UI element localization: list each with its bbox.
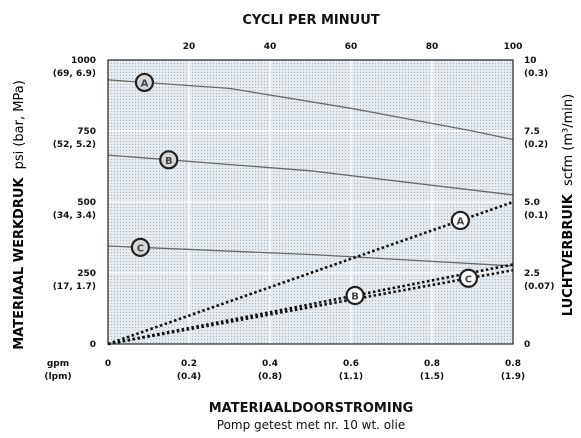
- y2-tick-label-3: 7.5: [524, 127, 540, 137]
- top-tick-label-4: 100: [504, 42, 523, 52]
- y2-tick-sublabel-3: (0.2): [524, 140, 548, 150]
- chart-subtitle: Pomp getest met nr. 10 wt. olie: [217, 418, 405, 432]
- y2-tick-sublabel-2: (0.1): [524, 211, 548, 221]
- x-tick-sublabel-4: (1.5): [420, 372, 444, 382]
- y-tick-sublabel-2: (34, 3.4): [53, 211, 96, 221]
- x-tick-label-0: 0: [105, 359, 111, 369]
- air-curve-A: [107, 200, 514, 346]
- pressure-curve-A: [107, 79, 514, 141]
- y2-axis-title-unit: scfm (m³/min): [561, 94, 576, 186]
- y-axis-title-bold: MATERIAAL WERKDRUK: [12, 177, 27, 350]
- y2-tick-label-4: 10: [524, 56, 537, 66]
- air-marker-B-letter: B: [351, 291, 359, 302]
- y-tick-label-1: 250: [77, 269, 96, 279]
- y-tick-sublabel-3: (52, 5.2): [53, 140, 96, 150]
- tick-labels: 0 0.2 (0.4) 0.4 (0.8) 0.6 (1.1) 0.8 (1.5) 0.8 (1.9…: [53, 42, 555, 382]
- x-unit-label-metric: (lpm): [44, 372, 71, 382]
- y2-tick-label-2: 5.0: [524, 198, 540, 208]
- y-tick-label-0: 0: [90, 340, 96, 350]
- x-tick-sublabel-1: (0.4): [177, 372, 201, 382]
- air-marker-A-circle: [450, 210, 470, 231]
- pressure-marker-B-letter: B: [165, 156, 173, 167]
- y-axis-title-unit: psi (bar, MPa): [12, 80, 27, 169]
- top-tick-label-3: 80: [426, 42, 439, 52]
- x-axis-title: MATERIAALDOORSTROMING: [209, 401, 414, 416]
- x-tick-label-2: 0.4: [262, 359, 278, 369]
- pressure-marker-C-letter: C: [137, 243, 144, 254]
- x-tick-label-4: 0.8: [424, 359, 440, 369]
- air-curve-C: [107, 268, 514, 346]
- y2-tick-label-1: 2.5: [524, 269, 540, 279]
- air-marker-B-circle: [345, 285, 365, 306]
- x-unit-label: gpm: [47, 359, 69, 369]
- plot-frame: [107, 59, 514, 345]
- pressure-marker-B-circle: [159, 150, 179, 170]
- pressure-curve-C: [107, 245, 514, 267]
- pressure-marker-A-letter: A: [141, 78, 149, 89]
- air-marker-C-letter: C: [465, 274, 472, 285]
- pressure-marker-C-circle: [130, 237, 150, 257]
- top-tick-label-2: 60: [345, 42, 358, 52]
- y-tick-label-3: 750: [77, 127, 96, 137]
- top-tick-label-0: 20: [183, 42, 196, 52]
- top-axis-title: CYCLI PER MINUUT: [242, 13, 379, 28]
- y-tick-sublabel-1: (17, 1.7): [53, 282, 96, 292]
- y2-tick-sublabel-1: (0.07): [524, 282, 554, 292]
- x-tick-sublabel-3: (1.1): [339, 372, 363, 382]
- y-axis-title: MATERIAAL WERKDRUK psi (bar, MPa): [12, 80, 27, 350]
- air-marker-C-circle: [458, 268, 479, 288]
- grid: [108, 60, 513, 344]
- x-tick-label-5: 0.8: [505, 359, 521, 369]
- y2-axis-title-bold: LUCHTVERBRUIK: [561, 193, 576, 316]
- y-tick-label-2: 500: [77, 198, 96, 208]
- x-tick-label-3: 0.6: [343, 359, 359, 369]
- y2-tick-label-0: 0: [524, 340, 530, 350]
- y2-tick-sublabel-4: (0.3): [524, 69, 548, 79]
- top-tick-label-1: 40: [264, 42, 277, 52]
- x-tick-label-1: 0.2: [181, 359, 197, 369]
- y2-axis-title: LUCHTVERBRUIK scfm (m³/min): [561, 94, 576, 316]
- x-tick-sublabel-2: (0.8): [258, 372, 282, 382]
- y-tick-label-4: 1000: [71, 56, 96, 66]
- x-tick-sublabel-5: (1.9): [501, 372, 525, 382]
- y-tick-sublabel-4: (69, 6.9): [53, 69, 96, 79]
- markers: A B C A B C: [130, 72, 479, 306]
- air-curve-B: [107, 263, 514, 346]
- pressure-marker-A-circle: [134, 72, 155, 93]
- air-marker-A-letter: A: [456, 216, 464, 227]
